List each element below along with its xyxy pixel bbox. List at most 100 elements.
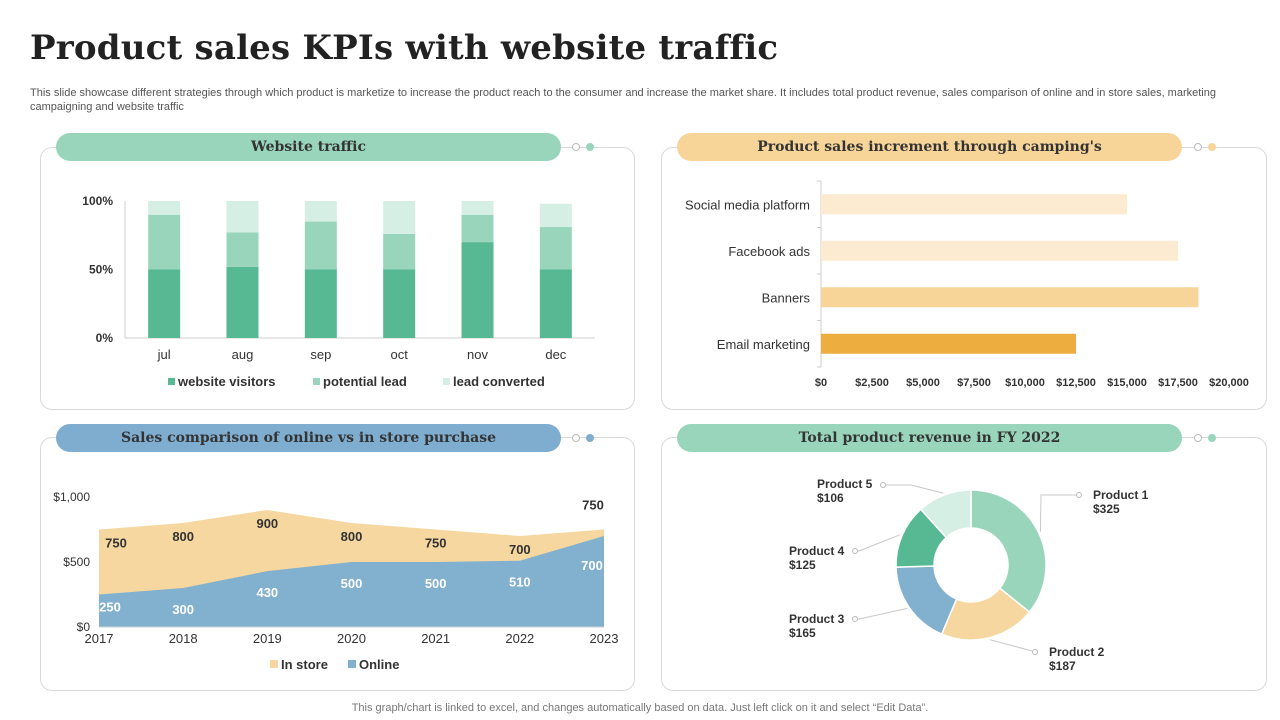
bar-potential-lead-aug [226,232,259,267]
x-tick-label: sep [310,347,331,362]
x-tick-label: oct [390,347,408,362]
revenue-header: Total product revenue in FY 2022 [677,424,1182,452]
x-tick-label: $12,500 [1056,377,1096,389]
x-tick-label: $10,000 [1005,377,1045,389]
y-category-label: Social media platform [685,197,810,212]
legend-label: Online [359,657,399,672]
header-dot-open [572,143,580,151]
sales-comparison-header: Sales comparison of online vs in store p… [56,424,561,452]
in-store-data-label: 750 [582,498,604,513]
header-dot-open [572,434,580,442]
leader-line [989,639,1037,653]
online-data-label: 500 [341,576,363,591]
x-tick-label: $0 [815,377,827,389]
x-tick-label: $5,000 [906,377,940,389]
legend-label: In store [281,657,328,672]
leader-dot [852,548,858,554]
bar-potential-lead-jul [148,214,181,270]
x-tick-label: nov [467,347,488,362]
slice-name-label: Product 3 [789,612,845,626]
slice-value-label: $187 [1049,659,1076,673]
legend-swatch [348,660,356,668]
bar-website-visitors-sep [304,269,337,338]
header-dot-open [1194,434,1202,442]
bar-email-marketing [821,333,1076,354]
x-tick-label: $20,000 [1209,377,1249,389]
legend-label: lead converted [453,374,545,389]
website-traffic-panel [40,147,635,410]
page-title: Product sales KPIs with website traffic [30,28,779,68]
bar-social-media-platform [821,194,1127,215]
x-tick-label: 2020 [337,631,366,646]
page-subtitle: This slide showcase different strategies… [30,87,1216,113]
leader-line [855,607,908,620]
y-tick-label: $1,000 [53,490,90,504]
x-tick-label: $7,500 [957,377,991,389]
leader-dot [1032,649,1038,655]
x-tick-label: 2021 [421,631,450,646]
leader-dot [880,482,886,488]
legend-swatch [270,660,278,668]
slice-product-1 [970,489,1047,614]
leader-dot [852,616,858,622]
legend-swatch [443,378,450,385]
bar-potential-lead-dec [539,227,572,270]
slice-name-label: Product 5 [817,477,873,491]
y-tick-label: $500 [63,555,90,569]
in-store-data-label: 750 [425,536,447,551]
header-dot-filled [1208,143,1216,151]
slice-product-5 [919,489,972,539]
y-tick-label: 50% [89,263,113,277]
bar-lead-converted-oct [383,201,416,234]
y-tick-label: $0 [77,620,91,634]
bar-facebook-ads [821,240,1178,261]
header-dot-filled [1208,434,1216,442]
in-store-data-label: 700 [509,542,531,557]
website-traffic-chart: 0% 50% 100% jul aug sep oct nov dec website visit… [82,194,595,389]
legend-label: website visitors [177,374,276,389]
y-category-label: Facebook ads [728,244,810,259]
slice-name-label: Product 2 [1049,645,1105,659]
in-store-data-label: 800 [341,529,363,544]
x-tick-label: 2022 [505,631,534,646]
campaigns-chart: Social media platform Facebook ads Banners… [685,180,1249,389]
in-store-data-label: 800 [172,529,194,544]
bar-lead-converted-aug [226,201,259,233]
bar-potential-lead-nov [461,214,494,243]
header-dot-filled [586,143,594,151]
area-online [99,536,604,627]
campaigns-panel [661,147,1267,410]
y-tick-label: 0% [96,331,114,345]
x-tick-label: $17,500 [1158,377,1198,389]
leader-line [1039,494,1079,532]
revenue-donut-chart: Product 1$325 Product 2$187 Product 3$165 P… [789,477,1149,673]
legend-label: potential lead [323,374,407,389]
website-traffic-header: Website traffic [56,133,561,161]
leader-dot [1076,492,1082,498]
in-store-data-label: 900 [256,516,278,531]
slice-name-label: Product 1 [1093,488,1149,502]
y-category-label: Banners [762,290,811,305]
bar-lead-converted-dec [539,203,572,228]
online-data-label: 500 [425,576,447,591]
header-dot-open [1194,143,1202,151]
x-tick-label: $2,500 [855,377,889,389]
bar-lead-converted-jul [148,201,181,215]
y-tick-label: 100% [82,194,113,208]
online-data-label: 250 [99,600,121,615]
leader-line [855,534,901,552]
sales-comparison-chart: $0 $500 $1,000 2017 2018 2019 2020 2021 2022 2023… [53,490,619,672]
bar-lead-converted-nov [461,201,494,215]
header-dot-filled [586,434,594,442]
revenue-panel [661,437,1267,691]
online-data-label: 510 [509,575,531,590]
bar-website-visitors-oct [383,269,416,338]
y-category-label: Email marketing [717,337,810,352]
x-tick-label: 2023 [590,631,619,646]
bar-lead-converted-sep [304,201,337,222]
slice-value-label: $165 [789,626,816,640]
slice-value-label: $106 [817,491,844,505]
online-data-label: 430 [256,585,278,600]
x-tick-label: 2018 [169,631,198,646]
x-tick-label: 2017 [85,631,114,646]
